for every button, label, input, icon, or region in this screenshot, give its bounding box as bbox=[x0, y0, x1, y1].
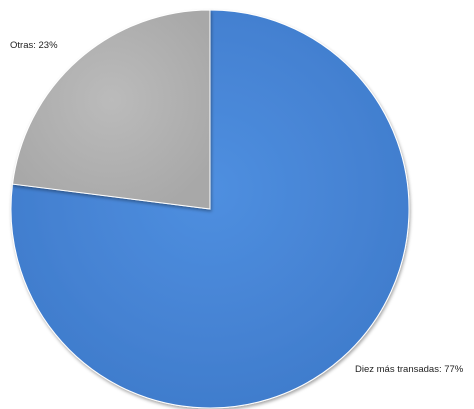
pie-slices bbox=[10, 9, 410, 409]
pie-slice-otras bbox=[12, 9, 211, 210]
pie-label-otras: Otras: 23% bbox=[10, 40, 58, 51]
pie-label-diez-mas-transadas: Diez más transadas: 77% bbox=[355, 364, 464, 375]
pie-slice-diez-mas-transadas bbox=[10, 9, 410, 409]
pie-labels: Diez más transadas: 77% Otras: 23% bbox=[10, 40, 464, 375]
